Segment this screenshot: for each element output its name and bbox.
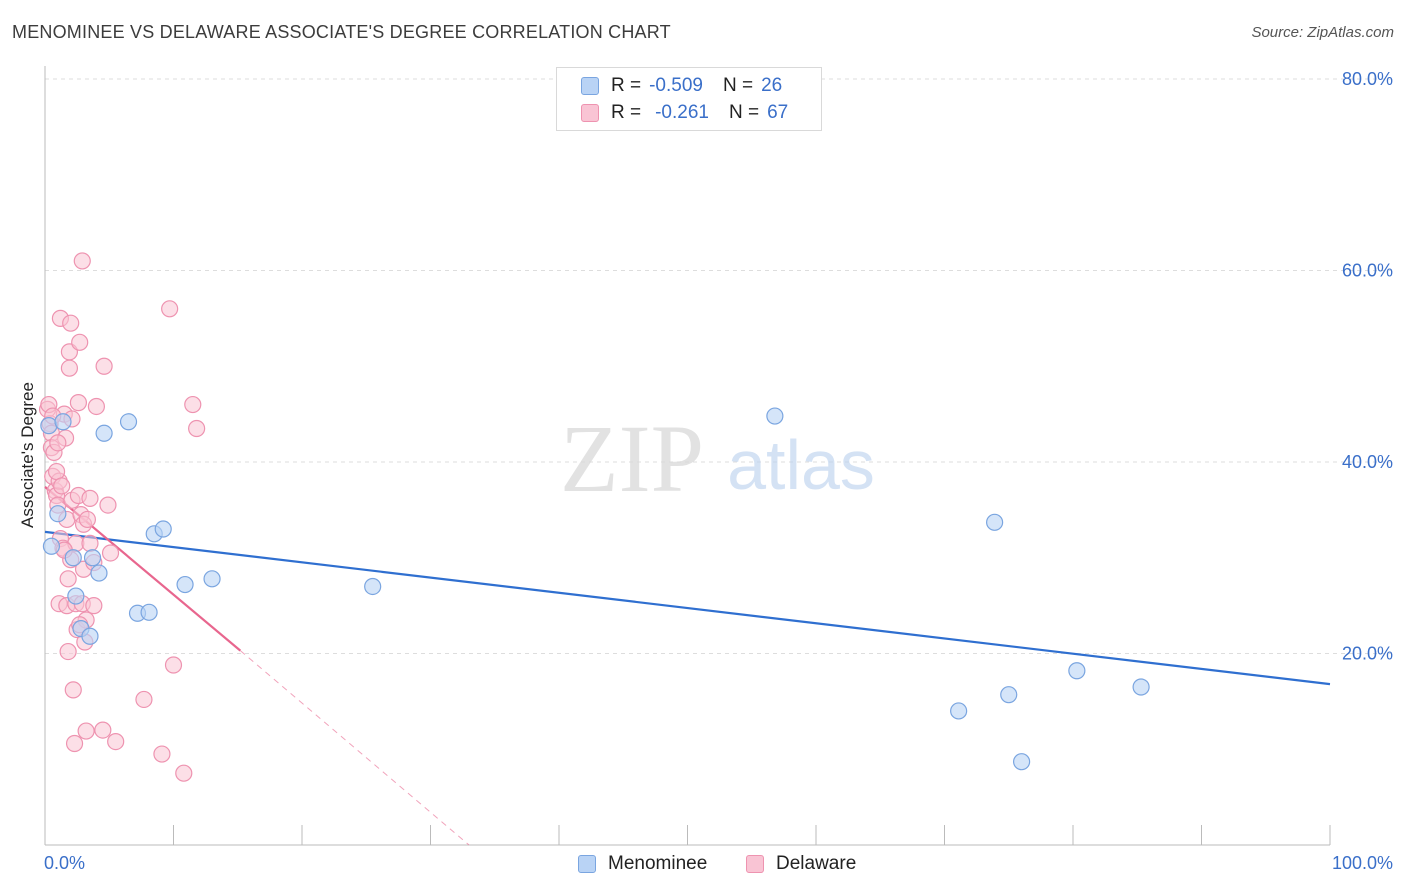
menominee-point	[950, 702, 968, 720]
x-tick-label-min: 0.0%	[44, 853, 85, 873]
menominee-point	[64, 549, 82, 567]
delaware-point	[62, 314, 80, 332]
menominee-point	[1132, 678, 1150, 696]
delaware-point	[95, 357, 113, 375]
delaware-point	[59, 642, 77, 661]
bottom-legend-menominee: Menominee	[578, 852, 707, 876]
delaware-r-label: R =	[611, 102, 642, 123]
menominee-swatch	[581, 77, 599, 95]
delaware-point	[81, 489, 99, 507]
menominee-point	[154, 520, 172, 538]
menominee-point	[766, 407, 784, 425]
trend-lines	[44, 486, 1331, 846]
delaware-point	[71, 333, 89, 351]
watermark-zip: ZIP	[560, 405, 704, 512]
delaware-point	[49, 434, 67, 452]
menominee-point	[986, 513, 1004, 531]
chart-title: MENOMINEE VS DELAWARE ASSOCIATE'S DEGREE…	[12, 22, 671, 42]
grid-lines	[45, 78, 1392, 654]
correlation-legend: R = -0.509 N = 26 R = -0.261 N = 67	[556, 67, 822, 131]
bottom-legend-delaware: Delaware	[746, 852, 856, 876]
delaware-point	[135, 690, 153, 709]
delaware-point	[101, 544, 120, 562]
source-label: Source: ZipAtlas.com	[1251, 24, 1394, 41]
bottom-delaware-label: Delaware	[776, 853, 857, 874]
delaware-point	[85, 597, 103, 615]
delaware-point	[153, 745, 171, 763]
delaware-point	[73, 252, 91, 270]
menominee-point	[1068, 662, 1086, 680]
bottom-menominee-label: Menominee	[608, 853, 708, 874]
delaware-point	[47, 462, 66, 481]
delaware-point	[99, 496, 117, 514]
y-axis-label: Associate's Degree	[18, 382, 37, 528]
y-tick-label: 60.0%	[1342, 261, 1393, 281]
delaware-point	[53, 477, 71, 495]
delaware-point	[69, 394, 88, 412]
delaware-point	[184, 395, 202, 414]
menominee-point	[81, 627, 99, 645]
bottom-delaware-swatch	[746, 855, 764, 873]
delaware-swatch	[581, 104, 599, 122]
menominee-trend-line	[44, 530, 1331, 686]
watermark-atlas: atlas	[727, 426, 875, 504]
menominee-point	[90, 564, 108, 582]
delaware-point	[59, 570, 77, 588]
delaware-point	[161, 300, 179, 318]
delaware-point	[78, 510, 97, 529]
delaware-point	[188, 419, 206, 438]
delaware-point	[77, 722, 95, 740]
delaware-point	[175, 764, 193, 782]
delaware-point	[65, 734, 84, 753]
legend-row-delaware: R = -0.261 N = 67	[581, 101, 788, 125]
delaware-point	[107, 732, 125, 751]
menominee-point	[67, 587, 85, 605]
delaware-point	[94, 721, 112, 739]
delaware-point	[87, 397, 106, 416]
menominee-point	[49, 505, 67, 523]
x-tick-label-max: 100.0%	[1332, 853, 1393, 873]
legend-row-menominee: R = -0.509 N = 26	[581, 74, 782, 98]
delaware-r-value: -0.261	[655, 102, 709, 123]
menominee-point	[119, 413, 138, 431]
menominee-n-value: 26	[761, 75, 783, 96]
menominee-point	[54, 413, 72, 431]
y-tick-label: 20.0%	[1342, 644, 1393, 664]
delaware-point	[164, 656, 183, 674]
menominee-r-label: R =	[611, 75, 642, 96]
delaware-point	[64, 681, 82, 699]
axes	[44, 66, 1331, 846]
bottom-menominee-swatch	[578, 855, 596, 873]
menominee-point	[203, 570, 221, 588]
menominee-point	[364, 577, 382, 596]
menominee-point	[40, 417, 58, 435]
menominee-r-value: -0.509	[649, 75, 703, 96]
menominee-point	[1000, 686, 1018, 704]
menominee-point	[42, 537, 61, 555]
delaware-n-label: N =	[728, 102, 760, 123]
watermark: ZIP atlas	[560, 405, 875, 512]
tick-labels: 20.0% 40.0% 60.0% 80.0% 0.0% 100.0%	[44, 69, 1393, 873]
menominee-points	[40, 407, 1150, 771]
delaware-n-value: 67	[767, 102, 789, 123]
delaware-trend-extension	[239, 650, 470, 846]
delaware-point	[81, 534, 99, 552]
menominee-point	[140, 603, 158, 621]
menominee-point	[1012, 753, 1031, 771]
menominee-point	[95, 424, 113, 442]
y-tick-label: 80.0%	[1342, 69, 1393, 89]
menominee-point	[83, 549, 102, 567]
menominee-point	[176, 575, 194, 594]
y-tick-label: 40.0%	[1342, 452, 1393, 472]
delaware-point	[60, 359, 79, 377]
menominee-n-label: N =	[722, 75, 754, 96]
